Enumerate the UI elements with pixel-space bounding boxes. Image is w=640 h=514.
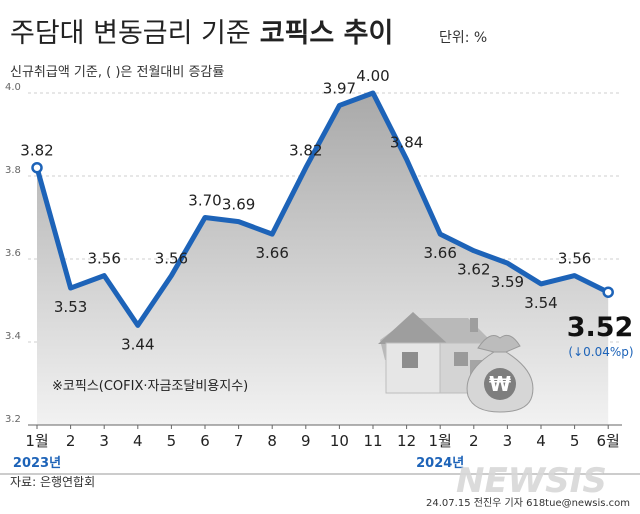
x-tick-label: 1월 <box>25 432 48 450</box>
x-axis-ticks: 1월 2 3 4 5 6 7 8 9 10 11 12 1월 2 3 4 5 6월 <box>25 425 620 450</box>
title-plain: 주담대 변동금리 기준 <box>10 18 251 49</box>
x-tick-label: 3 <box>99 432 109 450</box>
data-label: 3.82 <box>20 142 53 160</box>
title-bold: 코픽스 추이 <box>260 18 394 49</box>
x-tick-label: 11 <box>363 432 382 450</box>
x-tick-label: 7 <box>234 432 244 450</box>
x-tick-label: 10 <box>330 432 349 450</box>
year-labels: 2023년 2024년 <box>13 456 464 471</box>
data-label: 3.56 <box>87 250 120 268</box>
x-tick-label: 3 <box>503 432 513 450</box>
data-label: 3.53 <box>54 298 87 316</box>
x-tick-label: 1월 <box>429 432 452 450</box>
year-label: 2023년 <box>13 456 61 471</box>
data-label: 3.69 <box>222 196 255 214</box>
y-tick-label: 3.4 <box>5 331 21 342</box>
y-tick-label: 3.6 <box>5 248 21 259</box>
data-label: 3.59 <box>491 273 524 291</box>
y-tick-label: 4.0 <box>5 82 21 93</box>
credit-label: 24.07.15 전진우 기자 618tue@newsis.com <box>426 497 630 509</box>
data-label: 3.66 <box>423 244 456 262</box>
x-tick-label: 5 <box>167 432 177 450</box>
money-bag-icon: ₩ <box>466 334 534 413</box>
data-label: 3.54 <box>524 294 557 312</box>
data-point <box>602 286 614 298</box>
won-sign-icon <box>484 368 516 400</box>
year-label: 2024년 <box>416 456 464 471</box>
data-point <box>31 161 43 174</box>
latest-value: 3.52 <box>567 312 634 343</box>
x-tick-label: 5 <box>570 432 580 450</box>
x-tick-label: 9 <box>301 432 311 450</box>
watermark: NEWSIS <box>456 461 607 501</box>
markers <box>31 92 614 326</box>
x-tick-label: 4 <box>536 432 546 450</box>
x-tick-label: 4 <box>133 432 143 450</box>
data-label: 3.97 <box>323 79 356 97</box>
x-tick-label: 2 <box>66 432 76 450</box>
y-tick-label: 3.8 <box>5 165 21 176</box>
data-label: 3.82 <box>289 142 322 160</box>
x-tick-label: 12 <box>397 432 416 450</box>
series-line <box>34 90 611 328</box>
x-tick-label: 6월 <box>597 432 620 450</box>
data-label: 3.56 <box>558 250 591 268</box>
chart-subtitle: 신규취급액 기준, ( )은 전월대비 증감률 <box>10 65 224 80</box>
source-label: 자료: 은행연합회 <box>10 474 95 489</box>
footnote: ※코픽스(COFIX·자금조달비용지수) <box>52 379 248 394</box>
x-tick-label: 2 <box>469 432 479 450</box>
data-label: 3.70 <box>188 192 221 210</box>
svg-text:₩: ₩ <box>489 372 511 396</box>
latest-change: (↓0.04%p) <box>568 345 633 359</box>
data-label: 4.00 <box>356 67 389 85</box>
data-label: 3.66 <box>255 244 288 262</box>
data-labels: 3.82 3.53 3.56 3.44 3.56 3.70 3.69 3.66 3.82 3.97… <box>20 67 591 353</box>
chart-title: 주담대 변동금리 기준 코픽스 추이 <box>10 18 393 49</box>
data-label: 3.44 <box>121 335 154 353</box>
unit-label: 단위: % <box>439 30 487 46</box>
data-label: 3.62 <box>457 261 490 279</box>
data-label: 3.84 <box>390 133 423 151</box>
x-tick-label: 6 <box>200 432 210 450</box>
data-label: 3.56 <box>155 250 188 268</box>
x-tick-label: 8 <box>267 432 277 450</box>
y-tick-label: 3.2 <box>5 414 21 425</box>
